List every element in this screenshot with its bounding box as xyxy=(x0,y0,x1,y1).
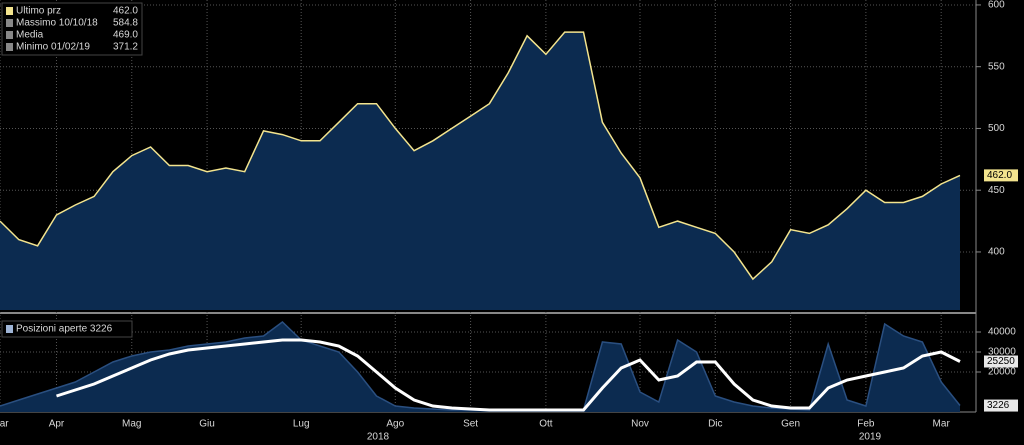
last-value-label: 25250 xyxy=(987,356,1015,367)
y-tick-label: 500 xyxy=(988,123,1005,134)
legend-box xyxy=(1,2,143,56)
y-tick-label: 30000 xyxy=(988,347,1016,358)
legend-label: Ultimo prz xyxy=(16,6,61,17)
legend-swatch xyxy=(6,19,13,27)
x-tick-label: Set xyxy=(463,419,478,430)
series-line xyxy=(0,31,961,281)
legend-label: Minimo 01/02/19 xyxy=(16,42,90,53)
last-value-label: 462.0 xyxy=(987,170,1012,181)
x-tick-label: Mag xyxy=(122,419,141,430)
legend-swatch xyxy=(6,7,13,15)
x-tick-label: Mar xyxy=(0,419,9,430)
x-tick-label: Ago xyxy=(386,419,404,430)
series-line xyxy=(56,338,961,412)
area xyxy=(0,32,960,310)
y-tick-label: 20000 xyxy=(988,367,1016,378)
legend-label: Media xyxy=(16,30,44,41)
legend-swatch xyxy=(6,31,13,39)
y-tick-label: 400 xyxy=(988,247,1005,258)
legend-swatch xyxy=(6,43,13,51)
legend-value: 371.2 xyxy=(113,42,138,53)
year-label: 2018 xyxy=(367,432,390,443)
year-label: 2019 xyxy=(859,432,882,443)
legend-value: 462.0 xyxy=(113,6,138,17)
x-tick-label: Nov xyxy=(631,419,649,430)
last-value-label: 3226 xyxy=(987,400,1010,411)
last-value-tag xyxy=(984,169,1018,182)
x-tick-label: Feb xyxy=(857,419,875,430)
y-tick-label: 450 xyxy=(988,185,1005,196)
x-tick-label: Dic xyxy=(708,419,722,430)
legend-value: 469.0 xyxy=(113,30,138,41)
y-tick-label: 550 xyxy=(988,61,1005,72)
x-tick-label: Lug xyxy=(293,419,310,430)
legend-swatch xyxy=(6,325,13,333)
legend-value: 584.8 xyxy=(113,18,138,29)
x-tick-label: Ott xyxy=(539,419,553,430)
legend-box xyxy=(1,320,133,338)
y-tick-label: 600 xyxy=(988,0,1005,11)
legend-label: Massimo 10/10/18 xyxy=(16,18,98,29)
x-tick-label: Mar xyxy=(933,419,951,430)
last-value-tag xyxy=(984,399,1018,412)
x-tick-label: Apr xyxy=(49,419,65,430)
y-tick-label: 40000 xyxy=(988,327,1016,338)
last-value-tag xyxy=(984,355,1018,368)
legend-label: Posizioni aperte 3226 xyxy=(16,324,113,335)
x-tick-label: Giu xyxy=(199,419,215,430)
x-tick-label: Gen xyxy=(781,419,800,430)
